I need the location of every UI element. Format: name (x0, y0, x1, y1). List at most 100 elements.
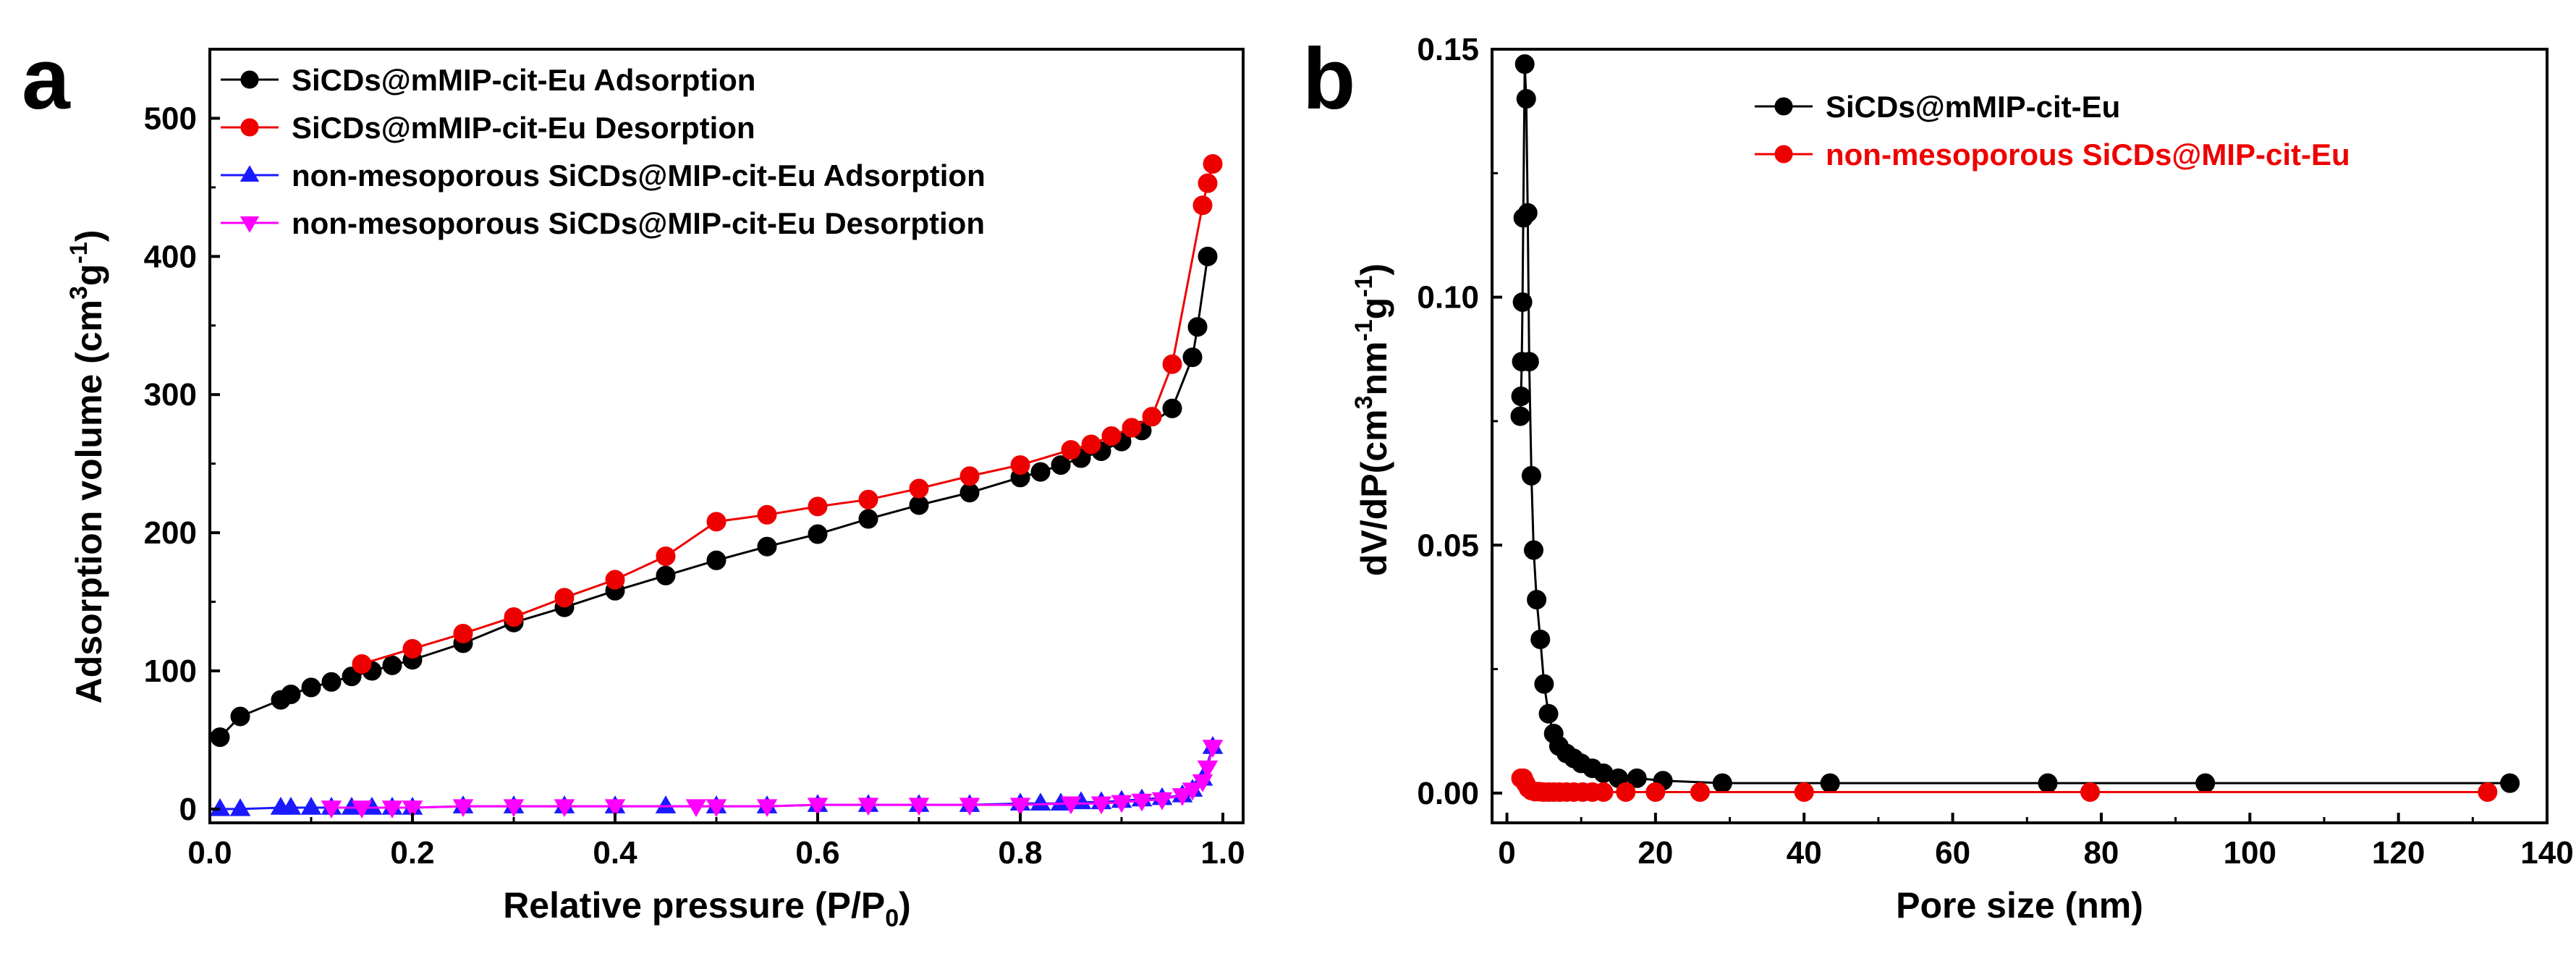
data-point (1192, 195, 1213, 216)
data-point (503, 799, 525, 818)
data-point (808, 496, 828, 517)
data-point (655, 795, 677, 813)
panel-b-x-tick-label: 20 (1637, 835, 1673, 871)
data-point (1030, 792, 1051, 811)
panel-a-x-tick-label: 1.0 (1200, 835, 1245, 871)
panel-b-x-tick-label: 60 (1935, 835, 1970, 871)
panel-a-legend: SiCDs@mMIP-cit-Eu Adsorption SiCDs@mMIP-c… (221, 63, 986, 240)
data-point (1081, 434, 1101, 454)
legend-marker (240, 118, 259, 137)
data-point (341, 797, 363, 815)
data-point (1030, 462, 1051, 482)
data-point (554, 799, 575, 818)
data-point (1051, 455, 1071, 475)
panel-b: b 0 20 40 60 80 100 120 140 0.00 0.05 0.10 0.15 Po… (1302, 30, 2574, 926)
data-point (402, 800, 423, 818)
legend-label: SiCDs@mMIP-cit-Eu Adsorption (292, 63, 755, 97)
panel-b-y-tick-label: 0.00 (1417, 776, 1479, 811)
data-point (1131, 793, 1153, 812)
data-point (504, 607, 524, 627)
data-point (321, 800, 342, 818)
series-line-sicds-mmip-cit-eu (1519, 64, 2510, 784)
data-point (453, 623, 473, 643)
data-point (2500, 773, 2520, 793)
data-point (361, 797, 383, 815)
panel-a-letter: a (22, 30, 71, 127)
panel-b-x-tick-label: 140 (2520, 835, 2573, 871)
data-point (351, 800, 373, 818)
data-point (1182, 347, 1203, 368)
data-point (1521, 465, 1541, 486)
data-point (1162, 398, 1182, 418)
data-point (321, 672, 342, 692)
panel-b-y-tick-label: 0.15 (1417, 32, 1479, 67)
panel-b-y-axis-title: dV/dP(cm3nm-1g-1) (1350, 263, 1394, 576)
data-point (1712, 773, 1732, 793)
legend-label: non-mesoporous SiCDs@MIP-cit-Eu Desorpti… (292, 206, 985, 240)
data-point (909, 495, 929, 515)
panel-a-y-tick-label: 500 (144, 101, 197, 136)
panel-a-axes-frame (208, 48, 1245, 824)
panel-a-x-tick-label: 0.2 (390, 835, 434, 871)
data-point (352, 653, 372, 674)
panel-b-letter: b (1302, 30, 1355, 127)
panel-b-y-tick-label: 0.10 (1417, 280, 1479, 316)
panel-a-y-tick-label: 400 (144, 239, 197, 274)
data-point (959, 798, 980, 816)
data-point (1627, 768, 1647, 788)
panel-a-y-tick-label: 200 (144, 515, 197, 551)
data-point (909, 478, 929, 499)
data-point (656, 565, 676, 585)
data-point (1101, 426, 1122, 446)
series-sicds-mmip-cit-eu (1510, 54, 2520, 793)
panel-b-x-tick-label: 80 (2083, 835, 2119, 871)
data-point (1122, 418, 1142, 438)
panel-b-x-tick-label: 120 (2372, 835, 2425, 871)
data-point (685, 799, 707, 818)
data-point (807, 798, 829, 816)
data-point (1534, 674, 1554, 694)
data-point (1162, 354, 1182, 374)
panel-a-x-tick-label: 0.6 (795, 835, 839, 871)
data-point (1511, 386, 1531, 407)
data-point (1820, 773, 1840, 793)
data-point (757, 504, 777, 525)
data-point (1514, 54, 1535, 75)
data-point (1794, 782, 1814, 803)
series-non-mesoporous-sicds-mip-cit-eu-desorption (321, 740, 1224, 818)
panel-a-y-axis-title: Adsorption volume (cm3g-1) (65, 230, 109, 704)
data-point (1510, 406, 1530, 426)
panel-b-y-tick-label: 0.05 (1417, 528, 1479, 563)
panel-a-y-tick-label: 300 (144, 377, 197, 413)
data-point (2080, 782, 2101, 803)
data-point (756, 799, 778, 818)
legend-label: SiCDs@mMIP-cit-Eu Desorption (292, 111, 755, 145)
data-point (1198, 173, 1218, 193)
data-point (858, 509, 878, 529)
data-point (1519, 352, 1539, 372)
panel-a-x-ticks: 0.0 0.2 0.4 0.6 0.8 1.0 (187, 813, 1245, 871)
data-point (230, 706, 250, 727)
data-point (1187, 317, 1208, 337)
data-point (300, 797, 322, 815)
data-point (1090, 796, 1112, 815)
data-point (959, 466, 980, 486)
data-point (1142, 407, 1162, 427)
data-point (2038, 773, 2058, 793)
legend-marker (240, 70, 259, 89)
data-point (1061, 440, 1081, 460)
legend-marker (1774, 97, 1793, 116)
data-point (1523, 540, 1543, 560)
panel-b-x-tick-label: 40 (1787, 835, 1822, 871)
legend-marker (240, 165, 260, 182)
data-point (908, 798, 930, 816)
series-non-mesoporous-sicds-mip-cit-eu (1511, 768, 2498, 803)
data-point (605, 570, 625, 590)
panel-a-y-tick-label: 100 (144, 653, 197, 689)
panel-a: a 0.0 0.2 0.4 0.6 0.8 1.0 0 100 200 300 400 500 Re… (22, 30, 1245, 932)
data-point (757, 536, 777, 557)
data-point (554, 588, 575, 608)
panel-a-y-ticks: 0 100 200 300 400 500 (144, 101, 220, 827)
data-point (1645, 782, 1666, 803)
